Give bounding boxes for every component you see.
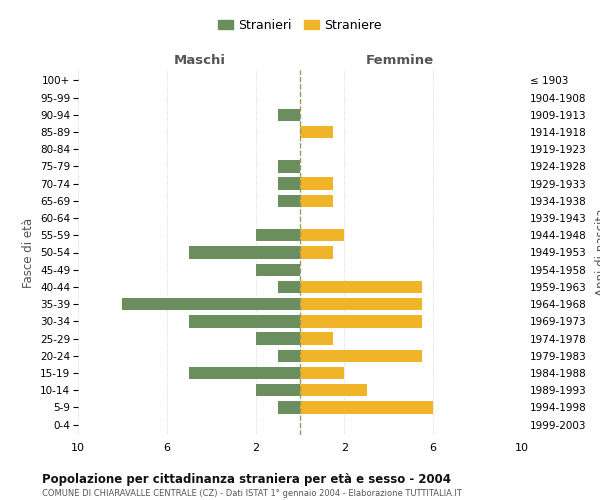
Y-axis label: Anni di nascita: Anni di nascita (595, 209, 600, 296)
Bar (300, 367, 344, 379)
Bar (300, 315, 422, 328)
Bar (300, 194, 334, 207)
Bar (278, 108, 300, 121)
Y-axis label: Fasce di età: Fasce di età (22, 218, 35, 288)
Bar (122, 298, 300, 310)
Bar (189, 246, 300, 258)
Bar (300, 402, 433, 413)
Bar (278, 160, 300, 172)
Bar (189, 367, 300, 379)
Bar (256, 384, 300, 396)
Legend: Stranieri, Straniere: Stranieri, Straniere (213, 14, 387, 37)
Bar (300, 298, 422, 310)
Text: Femmine: Femmine (366, 54, 434, 66)
Bar (278, 350, 300, 362)
Bar (300, 178, 334, 190)
Bar (278, 402, 300, 413)
Bar (300, 229, 344, 241)
Text: Maschi: Maschi (174, 54, 226, 66)
Bar (300, 246, 334, 258)
Bar (300, 384, 367, 396)
Text: Popolazione per cittadinanza straniera per età e sesso - 2004: Popolazione per cittadinanza straniera p… (42, 472, 451, 486)
Bar (300, 350, 422, 362)
Bar (278, 178, 300, 190)
Bar (189, 315, 300, 328)
Bar (256, 264, 300, 276)
Bar (300, 280, 422, 293)
Bar (256, 229, 300, 241)
Bar (256, 332, 300, 345)
Bar (300, 332, 334, 345)
Bar (278, 194, 300, 207)
Bar (278, 280, 300, 293)
Text: COMUNE DI CHIARAVALLE CENTRALE (CZ) - Dati ISTAT 1° gennaio 2004 - Elaborazione : COMUNE DI CHIARAVALLE CENTRALE (CZ) - Da… (42, 489, 462, 498)
Bar (300, 126, 334, 138)
